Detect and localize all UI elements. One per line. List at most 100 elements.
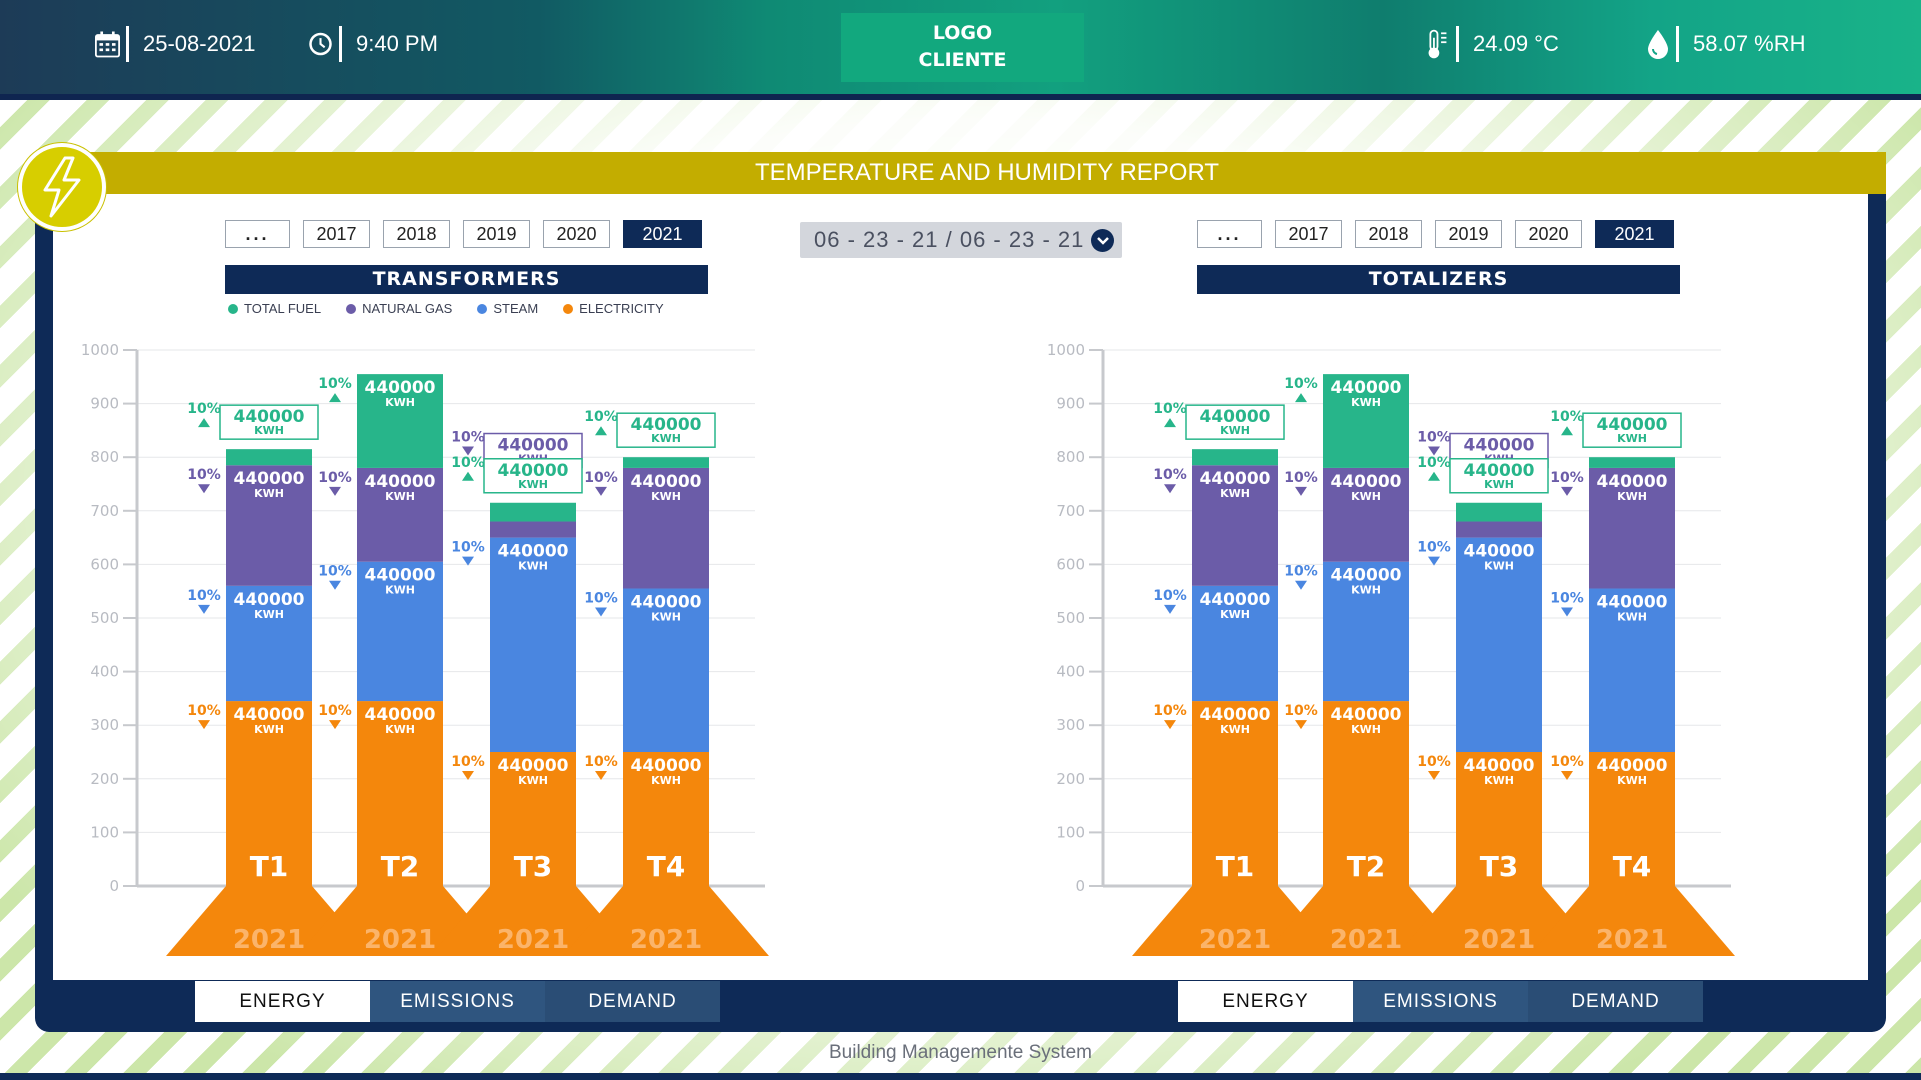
legend-item-steam: STEAM — [477, 301, 538, 316]
category-year-label: 2021 — [1330, 925, 1402, 955]
data-label-value: 440000 — [498, 436, 569, 456]
trend-up-icon — [1295, 393, 1307, 403]
change-percent: 10% — [1417, 754, 1451, 770]
date-range-text: 06 - 23 - 21 / 06 - 23 - 21 — [814, 227, 1085, 252]
time-text: 9:40 PM — [356, 31, 438, 56]
bar-segment — [1192, 449, 1278, 466]
data-label-unit: KWH — [385, 584, 415, 597]
change-percent: 10% — [1284, 703, 1318, 719]
data-label-unit: KWH — [1220, 608, 1250, 621]
trend-down-icon — [198, 720, 210, 730]
change-percent: 10% — [1153, 588, 1187, 604]
chevron-down-icon[interactable] — [1091, 229, 1114, 252]
trend-up-icon — [198, 418, 210, 428]
category-year-label: 2021 — [364, 925, 436, 955]
category-label: T1 — [1216, 850, 1255, 883]
tab-emissions[interactable]: EMISSIONS — [370, 981, 545, 1022]
trend-down-icon — [595, 607, 607, 617]
year-2020-button[interactable]: 2020 — [1515, 220, 1582, 248]
bar-segment — [1589, 752, 1675, 886]
trend-down-icon — [1428, 446, 1440, 456]
legend-label: STEAM — [493, 301, 539, 316]
category-label: T3 — [514, 850, 553, 883]
category-label: T2 — [381, 850, 420, 883]
trend-up-icon — [595, 426, 607, 436]
year-2019-button[interactable]: 2019 — [1435, 220, 1502, 248]
change-percent: 10% — [1284, 376, 1318, 392]
year-2019-button[interactable]: 2019 — [463, 220, 530, 248]
change-percent: 10% — [1550, 754, 1584, 770]
year-more-button[interactable]: ... — [1197, 220, 1262, 248]
trend-down-icon — [595, 771, 607, 780]
tab-energy[interactable]: ENERGY — [195, 981, 370, 1022]
data-label-unit: KWH — [1484, 478, 1514, 491]
bar-segment — [357, 374, 443, 468]
data-label-unit: KWH — [651, 432, 681, 445]
data-label-value: 440000 — [1200, 469, 1271, 489]
year-2018-button[interactable]: 2018 — [383, 220, 450, 248]
data-label-unit: KWH — [651, 490, 681, 503]
bar-base — [563, 886, 769, 956]
y-tick-label: 100 — [90, 823, 119, 841]
y-tick-label: 0 — [109, 877, 119, 895]
year-2021-button[interactable]: 2021 — [1595, 220, 1674, 248]
tab-emissions[interactable]: EMISSIONS — [1353, 981, 1528, 1022]
data-label-value: 440000 — [1331, 705, 1402, 725]
bar-base — [1529, 886, 1735, 956]
bar-segment — [357, 561, 443, 702]
bar-segment — [1589, 588, 1675, 752]
y-tick-label: 0 — [1075, 877, 1085, 895]
year-more-button[interactable]: ... — [225, 220, 290, 248]
category-year-label: 2021 — [1463, 925, 1535, 955]
data-label-value: 440000 — [234, 590, 305, 610]
top-header: 25-08-2021 9:40 PM LOGO CLIENTE 24.09 °C… — [0, 0, 1921, 100]
year-2021-button[interactable]: 2021 — [623, 220, 702, 248]
legend-dot — [346, 303, 357, 314]
data-label-value: 440000 — [234, 705, 305, 725]
data-label-value: 440000 — [498, 756, 569, 776]
trend-up-icon — [1164, 418, 1176, 428]
trend-down-icon — [1428, 556, 1440, 566]
date-range-picker[interactable]: 06 - 23 - 21 / 06 - 23 - 21 — [800, 222, 1122, 258]
change-percent: 10% — [1550, 591, 1584, 607]
trend-down-icon — [1428, 771, 1440, 780]
change-percent: 10% — [1284, 470, 1318, 486]
trend-down-icon — [1295, 486, 1307, 496]
transformers-chart-svg: 01002003004005006007008009001000440000KW… — [81, 341, 769, 956]
left-tabs: ENERGY EMISSIONS DEMAND — [195, 981, 720, 1022]
year-2017-button[interactable]: 2017 — [1275, 220, 1342, 248]
data-label-unit: KWH — [1351, 396, 1381, 409]
data-label-value: 440000 — [1331, 472, 1402, 492]
data-label-unit: KWH — [254, 608, 284, 621]
data-label-unit: KWH — [518, 478, 548, 491]
y-tick-label: 300 — [1056, 716, 1085, 734]
totalizers-title: TOTALIZERS — [1197, 265, 1680, 294]
change-percent: 10% — [451, 430, 485, 446]
tab-demand[interactable]: DEMAND — [1528, 981, 1703, 1022]
bar-segment — [1323, 467, 1409, 562]
data-label-unit: KWH — [1220, 723, 1250, 736]
y-tick-label: 100 — [1056, 823, 1085, 841]
data-label-unit: KWH — [1220, 487, 1250, 500]
report-panel — [53, 182, 1868, 980]
year-2017-button[interactable]: 2017 — [303, 220, 370, 248]
category-year-label: 2021 — [233, 925, 305, 955]
change-percent: 10% — [318, 703, 352, 719]
year-2018-button[interactable]: 2018 — [1355, 220, 1422, 248]
category-year-label: 2021 — [630, 925, 702, 955]
data-label-value: 440000 — [1200, 407, 1271, 427]
category-label: T4 — [647, 850, 686, 883]
bar-segment — [1323, 561, 1409, 702]
tab-energy[interactable]: ENERGY — [1178, 981, 1353, 1022]
data-label-value: 440000 — [365, 378, 436, 398]
change-percent: 10% — [1417, 455, 1451, 471]
calendar-icon — [95, 26, 129, 62]
bar-segment — [226, 465, 312, 586]
category-label: T4 — [1613, 850, 1652, 883]
tab-demand[interactable]: DEMAND — [545, 981, 720, 1022]
data-label-value: 440000 — [1597, 756, 1668, 776]
year-2020-button[interactable]: 2020 — [543, 220, 610, 248]
data-label-unit: KWH — [1617, 774, 1647, 787]
y-tick-label: 200 — [1056, 770, 1085, 788]
right-tabs: ENERGY EMISSIONS DEMAND — [1178, 981, 1703, 1022]
